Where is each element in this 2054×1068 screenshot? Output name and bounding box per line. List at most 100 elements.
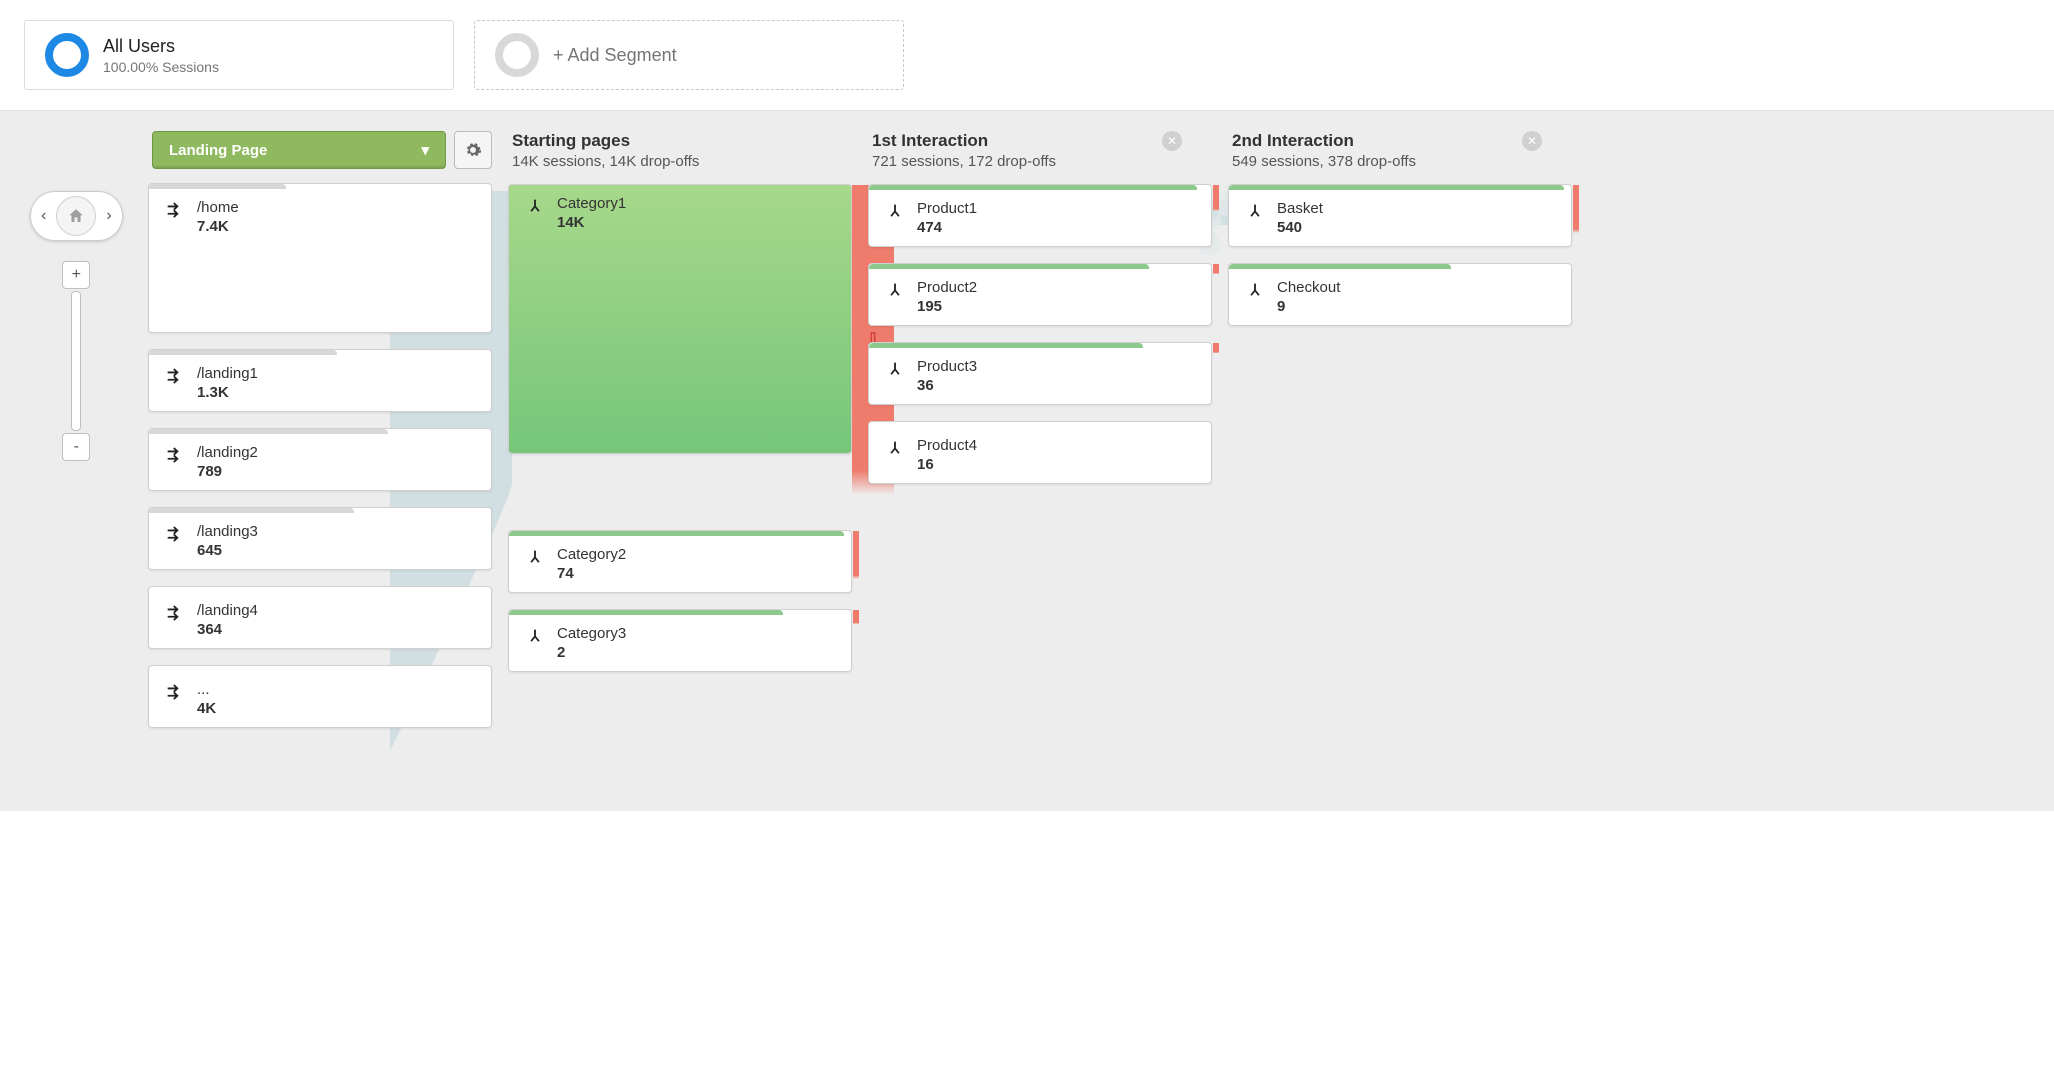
- page-node-category2[interactable]: Category2 74: [508, 530, 852, 593]
- flow-columns: Landing Page ▾ /home 7.4K /landing1 1.3K…: [0, 131, 2054, 744]
- flow-column-landing: Landing Page ▾ /home 7.4K /landing1 1.3K…: [140, 131, 500, 744]
- node-label: ...: [197, 681, 216, 698]
- node-value: 474: [917, 219, 977, 236]
- dimension-settings-button[interactable]: [454, 131, 492, 169]
- page-node-category3[interactable]: Category3 2: [508, 609, 852, 672]
- source-node-[interactable]: ... 4K: [148, 665, 492, 728]
- source-node-landing1[interactable]: /landing1 1.3K: [148, 349, 492, 412]
- node-label: Product1: [917, 200, 977, 217]
- page-node-product3[interactable]: Product3 36: [868, 342, 1212, 405]
- node-value: 2: [557, 644, 626, 661]
- add-segment-button[interactable]: + Add Segment: [474, 20, 904, 90]
- add-segment-label: + Add Segment: [553, 45, 677, 66]
- column-header: Starting pages 14K sessions, 14K drop-of…: [508, 131, 852, 170]
- node-labels: Category3 2: [557, 625, 626, 661]
- node-inner: Basket 540: [1229, 190, 1571, 246]
- node-labels: Product4 16: [917, 437, 977, 473]
- node-label: /home: [197, 199, 239, 216]
- page-merge-icon: [523, 625, 547, 649]
- node-label: Category3: [557, 625, 626, 642]
- node-labels: Product3 36: [917, 358, 977, 394]
- page-merge-icon: [1243, 200, 1267, 224]
- node-inner: Category1 14K: [509, 185, 851, 241]
- traffic-source-icon: [163, 602, 187, 626]
- traffic-source-icon: [163, 681, 187, 705]
- column-subtitle: 14K sessions, 14K drop-offs: [512, 153, 852, 170]
- page-node-category1[interactable]: Category1 14K ⇩: [508, 184, 852, 454]
- dimension-dropdown-label: Landing Page: [169, 142, 267, 159]
- node-value: 4K: [197, 700, 216, 717]
- node-labels: Category2 74: [557, 546, 626, 582]
- traffic-source-icon: [163, 365, 187, 389]
- page-merge-icon: [523, 546, 547, 570]
- traffic-source-icon: [163, 523, 187, 547]
- node-label: Product2: [917, 279, 977, 296]
- dropoff-bar: [853, 531, 859, 579]
- flow-column-first: 1st Interaction 721 sessions, 172 drop-o…: [860, 131, 1220, 500]
- node-inner: /landing1 1.3K: [149, 355, 491, 411]
- flow-canvas: ‹ › + - Landing Page ▾ /home 7.4: [0, 111, 2054, 811]
- page-merge-icon: [1243, 279, 1267, 303]
- node-labels: /landing3 645: [197, 523, 258, 559]
- node-inner: /landing4 364: [149, 592, 491, 648]
- dropoff-bar: [1213, 343, 1219, 353]
- node-labels: ... 4K: [197, 681, 216, 717]
- node-labels: /home 7.4K: [197, 199, 239, 235]
- page-merge-icon: [883, 358, 907, 382]
- dimension-selector: Landing Page ▾: [148, 131, 492, 169]
- source-node-landing4[interactable]: /landing4 364: [148, 586, 492, 649]
- node-inner: Product2 195: [869, 269, 1211, 325]
- node-value: 540: [1277, 219, 1323, 236]
- node-labels: Product1 474: [917, 200, 977, 236]
- node-label: Checkout: [1277, 279, 1340, 296]
- page-node-product1[interactable]: Product1 474: [868, 184, 1212, 247]
- column-header: 2nd Interaction 549 sessions, 378 drop-o…: [1228, 131, 1572, 170]
- node-inner: Product3 36: [869, 348, 1211, 404]
- column-title: Starting pages: [512, 131, 852, 151]
- node-inner: /landing2 789: [149, 434, 491, 490]
- dropoff-bar: [1213, 264, 1219, 274]
- source-node-landing3[interactable]: /landing3 645: [148, 507, 492, 570]
- page-node-product2[interactable]: Product2 195: [868, 263, 1212, 326]
- page-merge-icon: [883, 279, 907, 303]
- flow-column-second: 2nd Interaction 549 sessions, 378 drop-o…: [1220, 131, 1580, 342]
- segment-all-users[interactable]: All Users 100.00% Sessions: [24, 20, 454, 90]
- page-merge-icon: [523, 195, 547, 219]
- node-value: 74: [557, 565, 626, 582]
- column-close-button[interactable]: ✕: [1162, 131, 1182, 151]
- node-inner: ... 4K: [149, 671, 491, 727]
- page-node-checkout[interactable]: Checkout 9: [1228, 263, 1572, 326]
- dropoff-bar: [1573, 185, 1579, 233]
- node-value: 789: [197, 463, 258, 480]
- column-close-button[interactable]: ✕: [1522, 131, 1542, 151]
- source-node-landing2[interactable]: /landing2 789: [148, 428, 492, 491]
- dimension-dropdown[interactable]: Landing Page ▾: [152, 131, 446, 169]
- node-label: /landing3: [197, 523, 258, 540]
- node-label: Product3: [917, 358, 977, 375]
- node-labels: Checkout 9: [1277, 279, 1340, 315]
- node-value: 36: [917, 377, 977, 394]
- node-inner: Category2 74: [509, 536, 851, 592]
- node-labels: /landing4 364: [197, 602, 258, 638]
- node-label: /landing4: [197, 602, 258, 619]
- node-inner: Product1 474: [869, 190, 1211, 246]
- page-node-basket[interactable]: Basket 540: [1228, 184, 1572, 247]
- traffic-source-icon: [163, 199, 187, 223]
- page-node-product4[interactable]: Product4 16: [868, 421, 1212, 484]
- node-inner: Product4 16: [869, 427, 1211, 483]
- node-value: 645: [197, 542, 258, 559]
- node-label: Category1: [557, 195, 626, 212]
- node-value: 7.4K: [197, 218, 239, 235]
- segment-circle-placeholder-icon: [495, 33, 539, 77]
- node-labels: /landing2 789: [197, 444, 258, 480]
- node-inner: Checkout 9: [1229, 269, 1571, 325]
- node-inner: /landing3 645: [149, 513, 491, 569]
- node-label: /landing1: [197, 365, 258, 382]
- node-label: Basket: [1277, 200, 1323, 217]
- node-inner: /home 7.4K: [149, 189, 491, 245]
- node-label: /landing2: [197, 444, 258, 461]
- node-value: 364: [197, 621, 258, 638]
- node-value: 1.3K: [197, 384, 258, 401]
- node-labels: /landing1 1.3K: [197, 365, 258, 401]
- source-node-home[interactable]: /home 7.4K: [148, 183, 492, 333]
